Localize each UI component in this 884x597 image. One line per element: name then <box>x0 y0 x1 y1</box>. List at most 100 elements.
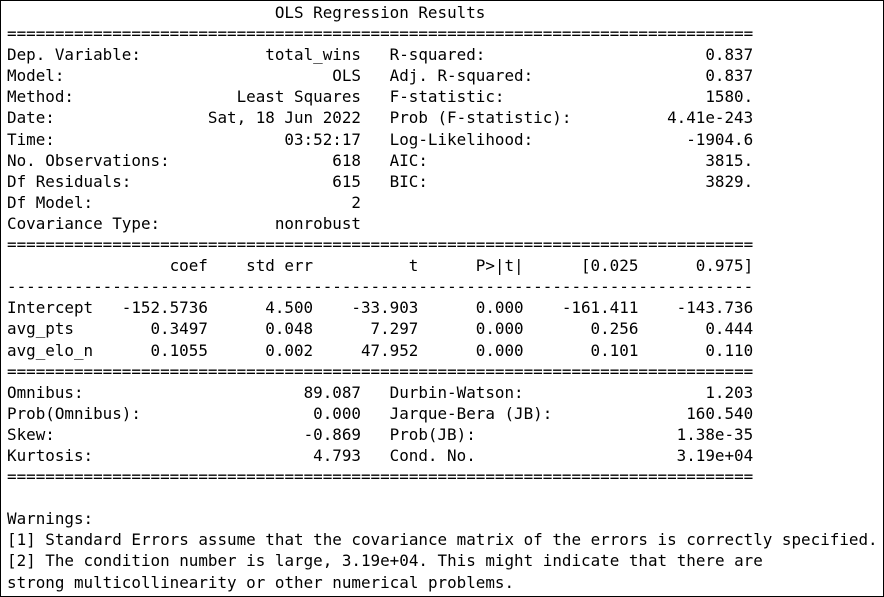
ci-upper-value: 0.110 <box>705 340 754 360</box>
separator-double: ========================================… <box>7 24 754 44</box>
stat-value: total_wins <box>265 45 361 65</box>
summary-row: Method: Least Squares F-statistic: 1580. <box>7 86 753 107</box>
stat-value: 0.837 <box>705 66 754 86</box>
coef-table-row: Intercept -152.5736 4.500 -33.903 0.000 -161.… <box>7 297 753 318</box>
diagnostics-row: Omnibus: 89.087 Durbin-Watson: 1.203 <box>7 382 753 403</box>
coef-value: 0.1055 <box>150 340 208 360</box>
warnings-heading: Warnings: <box>7 509 94 529</box>
stat-label: Date: <box>7 108 55 128</box>
stat-label: Cond. No. <box>389 445 476 465</box>
stat-value: 3815. <box>705 150 754 170</box>
column-header: t <box>408 256 419 276</box>
stat-value: Sat, 18 Jun 2022 <box>207 108 361 128</box>
stat-label: Prob (F-statistic): <box>389 108 572 128</box>
stat-label: F-statistic: <box>389 87 505 107</box>
stat-label: Omnibus: <box>7 382 84 402</box>
ci-lower-value: 0.256 <box>590 319 639 339</box>
coef-name: Intercept <box>7 298 94 318</box>
stat-label: Model: <box>7 66 65 86</box>
coef-value: -152.5736 <box>121 298 208 318</box>
stat-label: Method: <box>7 87 74 107</box>
diagnostics-row: Skew: -0.869 Prob(JB): 1.38e-35 <box>7 424 753 445</box>
coef-name: avg_pts <box>7 319 74 339</box>
column-header <box>7 255 103 276</box>
stat-value: 1580. <box>705 87 754 107</box>
ci-upper-value: 0.444 <box>705 319 754 339</box>
stat-label: Df Model: <box>7 192 94 212</box>
p-value: 0.000 <box>475 298 524 318</box>
stat-label: Adj. R-squared: <box>389 66 534 86</box>
summary-row: Df Model: 2 <box>7 192 753 213</box>
summary-row: Time: 03:52:17 Log-Likelihood: -1904.6 <box>7 129 753 150</box>
summary-row: Model: OLS Adj. R-squared: 0.837 <box>7 65 753 86</box>
stat-label: Dep. Variable: <box>7 45 141 65</box>
diagnostics-row: Kurtosis: 4.793 Cond. No. 3.19e+04 <box>7 445 753 466</box>
stat-value: nonrobust <box>274 213 361 233</box>
stat-value: 4.793 <box>313 445 361 465</box>
stat-value: 618 <box>332 150 361 170</box>
stat-value: 2 <box>351 192 361 212</box>
std-err-value: 4.500 <box>265 298 314 318</box>
coef-header-row: coef std err t P>|t| [0.025 0.975] <box>7 255 754 276</box>
coef-table-row: avg_elo_n 0.1055 0.002 47.952 0.000 0.101 0.11… <box>7 340 753 361</box>
stat-value: 1.203 <box>705 382 754 402</box>
stat-value: 3829. <box>705 171 754 191</box>
stat-label: R-squared: <box>389 45 486 65</box>
column-header: [0.025 <box>580 256 639 276</box>
ci-lower-value: -161.411 <box>561 298 639 318</box>
ci-upper-value: -143.736 <box>676 298 754 318</box>
warning-text: [2] The condition number is large, 3.19e… <box>7 551 763 571</box>
stat-value: -1904.6 <box>686 129 754 149</box>
blank-line <box>7 487 753 508</box>
stat-value: 89.087 <box>303 382 361 402</box>
p-value: 0.000 <box>475 340 524 360</box>
stat-value: 4.41e-243 <box>667 108 754 128</box>
stat-label: Prob(JB): <box>389 424 476 444</box>
ci-lower-value: 0.101 <box>590 340 639 360</box>
stat-value: -0.869 <box>303 424 361 444</box>
coef-value: 0.3497 <box>150 319 208 339</box>
stat-value: Least Squares <box>236 87 361 107</box>
summary-row: Dep. Variable: total_wins R-squared: 0.837 <box>7 44 753 65</box>
stat-label: Jarque-Bera (JB): <box>389 403 553 423</box>
stat-label: Covariance Type: <box>7 213 161 233</box>
std-err-value: 0.048 <box>265 319 314 339</box>
diagnostics-row: Prob(Omnibus): 0.000 Jarque-Bera (JB): 160.… <box>7 403 753 424</box>
stat-value: 615 <box>332 171 361 191</box>
warning-text: strong multicollinearity or other numeri… <box>7 572 515 592</box>
stat-value: 1.38e-35 <box>676 424 754 444</box>
stat-label: AIC: <box>389 150 428 170</box>
stat-value: 3.19e+04 <box>676 445 754 465</box>
stat-value: 03:52:17 <box>284 129 361 149</box>
coef-table-row: avg_pts 0.3497 0.048 7.297 0.000 0.256 0.444 <box>7 318 753 339</box>
coef-name: avg_elo_n <box>7 340 94 360</box>
stat-label: BIC: <box>389 171 428 191</box>
stat-value: 160.540 <box>686 403 754 423</box>
stat-label: Log-Likelihood: <box>389 129 534 149</box>
summary-row: No. Observations: 618 AIC: 3815. <box>7 150 753 171</box>
std-err-value: 0.002 <box>265 340 314 360</box>
separator-double: ========================================… <box>7 467 754 487</box>
column-header: std err <box>246 256 314 276</box>
stat-label: Kurtosis: <box>7 445 94 465</box>
separator-double: ========================================… <box>7 235 754 255</box>
t-value: 7.297 <box>370 319 419 339</box>
separator-single: ----------------------------------------… <box>7 277 754 297</box>
summary-row: Covariance Type: nonrobust <box>7 213 753 234</box>
stat-label: No. Observations: <box>7 150 170 170</box>
column-header: 0.975] <box>695 256 754 276</box>
warning-text: [1] Standard Errors assume that the cova… <box>7 530 878 550</box>
stat-value: 0.837 <box>705 45 754 65</box>
stat-label: Df Residuals: <box>7 171 132 191</box>
column-header: coef <box>169 256 208 276</box>
stat-value: 0.000 <box>313 403 361 423</box>
stat-label: Time: <box>7 129 55 149</box>
t-value: 47.952 <box>360 340 419 360</box>
column-header: P>|t| <box>475 256 524 276</box>
stat-label: Durbin-Watson: <box>389 382 524 402</box>
summary-row: Df Residuals: 615 BIC: 3829. <box>7 171 753 192</box>
stat-label: Prob(Omnibus): <box>7 403 141 423</box>
report-title: OLS Regression Results <box>274 3 486 22</box>
separator-double: ========================================… <box>7 361 754 381</box>
